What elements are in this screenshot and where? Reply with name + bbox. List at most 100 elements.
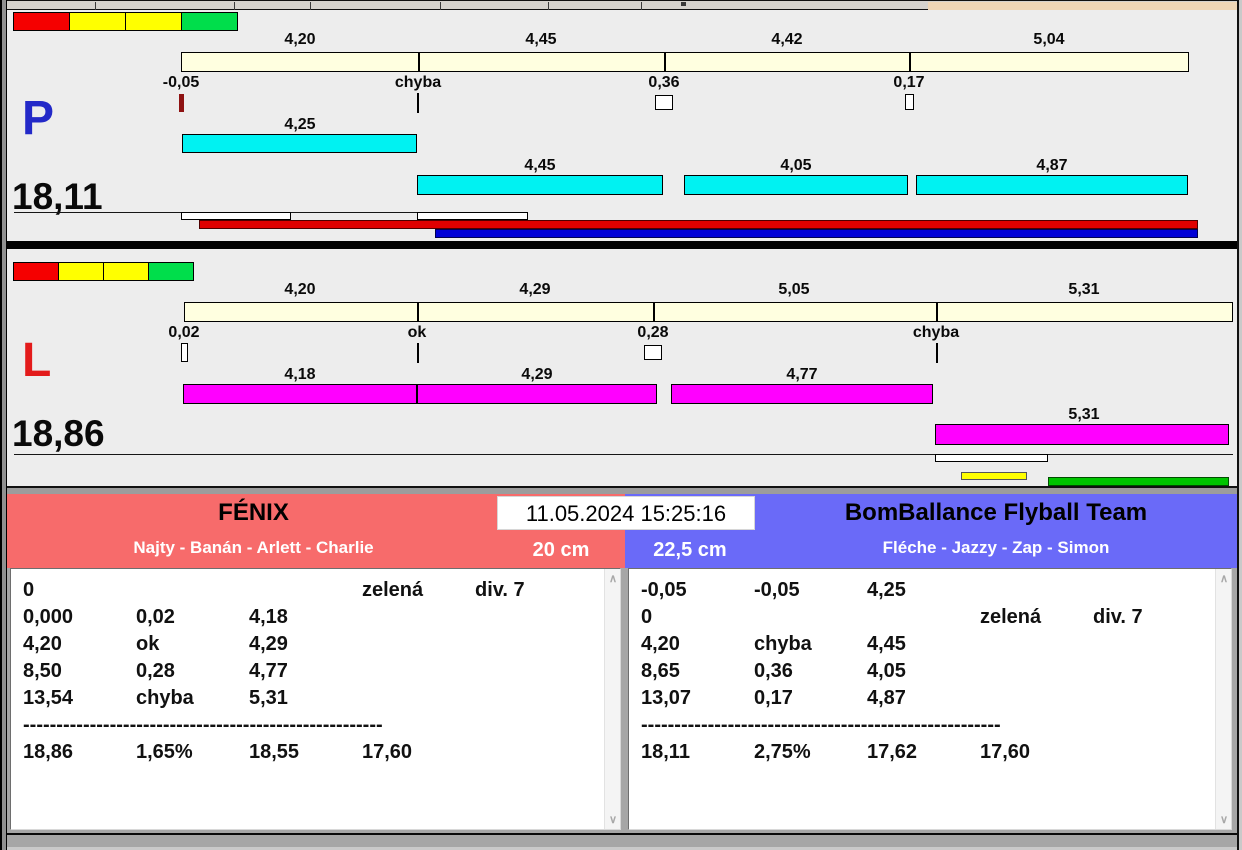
scroll-down-icon[interactable]: ∨ — [1219, 814, 1229, 826]
toolbar-segment-divider[interactable] — [95, 2, 96, 10]
l-dog4-run-bar — [935, 424, 1229, 445]
scrollbar[interactable]: ∧ ∨ — [604, 569, 620, 829]
left-team-results-table: 0 zelená div. 7 0,000 0,02 4,18 4,20 ok 4,29 8… — [23, 577, 602, 766]
date-time-display: 11.05.2024 15:25:16 — [497, 496, 755, 530]
lane-divider — [0, 241, 1242, 249]
dropdown-arrow-icon[interactable] — [681, 2, 686, 6]
p-progress-bar-red — [199, 220, 1198, 229]
l-dog-time: 4,29 — [521, 366, 553, 383]
cell: 0 — [23, 579, 35, 601]
right-team-results-panel[interactable]: -0,05 -0,05 4,25 0 zelená div. 7 4,20 chyba 4,… — [628, 568, 1232, 830]
p-dog-time: 4,45 — [524, 157, 556, 174]
p-dog1-run-bar — [182, 134, 417, 153]
l-lane-total-time: 18,86 — [12, 413, 105, 454]
toolbar-segment-divider[interactable] — [310, 2, 311, 10]
chrome-accent-strip — [928, 2, 1242, 10]
p-split-bar — [181, 52, 1189, 72]
p-change-label: 0,17 — [893, 74, 925, 91]
results-separator: ----------------------------------------… — [641, 714, 1001, 736]
p-dog4-run-bar — [916, 175, 1188, 195]
toolbar-segment-divider[interactable] — [548, 2, 549, 10]
cell: 18,11 — [641, 741, 690, 763]
l-change-label: chyba — [912, 324, 960, 341]
scroll-up-icon[interactable]: ∧ — [1219, 573, 1229, 585]
cell: 4,45 — [867, 633, 906, 655]
cell: 18,86 — [23, 741, 74, 763]
cell: 4,77 — [249, 660, 288, 682]
cell: 17,60 — [362, 741, 413, 763]
table-row: 8,50 0,28 4,77 — [23, 658, 602, 685]
right-team-results-table: -0,05 -0,05 4,25 0 zelená div. 7 4,20 chyba 4,… — [641, 577, 1213, 766]
p-light-green — [181, 12, 238, 31]
p-light-red — [13, 12, 70, 31]
l-change-marker-fault — [936, 343, 938, 363]
cell: chyba — [754, 633, 812, 655]
l-progress-bar-yellow — [961, 472, 1027, 480]
scroll-up-icon[interactable]: ∧ — [608, 573, 618, 585]
p-lane-letter: P — [22, 92, 55, 145]
l-lane-letter: L — [22, 334, 52, 387]
p-dog-time: 4,05 — [780, 157, 812, 174]
p-progress-bar-blue — [435, 229, 1198, 238]
table-row: 13,07 0,17 4,87 — [641, 685, 1213, 712]
l-light-yellow1 — [58, 262, 104, 281]
cell: 0,000 — [23, 606, 74, 628]
p-change-marker-box — [905, 94, 914, 110]
p-split-label: 4,45 — [525, 31, 557, 48]
toolbar-segment-divider[interactable] — [440, 2, 441, 10]
l-start-box — [935, 454, 1048, 462]
cell: 8,50 — [23, 660, 62, 682]
cell: ok — [136, 633, 160, 655]
l-split-tick — [936, 302, 938, 322]
cell: 5,31 — [249, 687, 288, 709]
left-team-jump-height: 20 cm — [532, 539, 590, 561]
table-row-total: 18,86 1,65% 18,55 17,60 — [23, 739, 602, 766]
l-baseline — [14, 454, 1233, 455]
l-change-label: 0,28 — [637, 324, 669, 341]
toolbar-segment-divider[interactable] — [234, 2, 235, 10]
table-row: 0,000 0,02 4,18 — [23, 604, 602, 631]
cell: 18,55 — [249, 741, 300, 763]
l-dog1-run-bar — [183, 384, 417, 404]
p-split-label: 5,04 — [1033, 31, 1065, 48]
scroll-down-icon[interactable]: ∨ — [608, 814, 618, 826]
cell: 4,18 — [249, 606, 288, 628]
p-change-label: chyba — [394, 74, 442, 91]
right-team-dogs: Fléche - Jazzy - Zap - Simon — [882, 538, 1110, 557]
l-change-label: ok — [407, 324, 427, 341]
p-change-marker-fault — [417, 93, 419, 113]
scrollbar[interactable]: ∧ ∨ — [1215, 569, 1231, 829]
l-light-yellow2 — [103, 262, 149, 281]
p-lane-status-lights — [13, 12, 238, 31]
l-light-red — [13, 262, 59, 281]
p-split-tick — [418, 52, 420, 72]
cell: 0,36 — [754, 660, 793, 682]
cell: div. 7 — [1093, 606, 1143, 628]
l-change-marker-ok — [417, 343, 419, 363]
p-lane-total-time: 18,11 — [12, 176, 103, 217]
l-split-label: 5,05 — [778, 281, 810, 298]
l-split-label: 4,29 — [519, 281, 551, 298]
p-change-label: 0,36 — [648, 74, 680, 91]
p-split-label: 4,20 — [284, 31, 316, 48]
cell: 4,25 — [867, 579, 906, 601]
cell: 0,28 — [136, 660, 175, 682]
l-change-marker-box — [181, 343, 188, 362]
bottom-light-strip — [0, 847, 1242, 850]
l-split-label: 5,31 — [1068, 281, 1100, 298]
table-row: 4,20 chyba 4,45 — [641, 631, 1213, 658]
cell: 4,87 — [867, 687, 906, 709]
p-change-label: -0,05 — [162, 74, 200, 91]
toolbar-segment-divider[interactable] — [641, 2, 642, 10]
section-divider-line — [0, 486, 1242, 488]
l-split-tick — [653, 302, 655, 322]
right-team-jump-height: 22,5 cm — [653, 539, 727, 561]
cell: 4,20 — [641, 633, 680, 655]
cell: 0,02 — [136, 606, 175, 628]
window-right-border — [1237, 0, 1242, 850]
p-split-tick — [909, 52, 911, 72]
p-light-yellow2 — [125, 12, 182, 31]
left-team-results-panel[interactable]: 0 zelená div. 7 0,000 0,02 4,18 4,20 ok 4,29 8… — [10, 568, 621, 830]
results-separator: ----------------------------------------… — [23, 714, 383, 736]
